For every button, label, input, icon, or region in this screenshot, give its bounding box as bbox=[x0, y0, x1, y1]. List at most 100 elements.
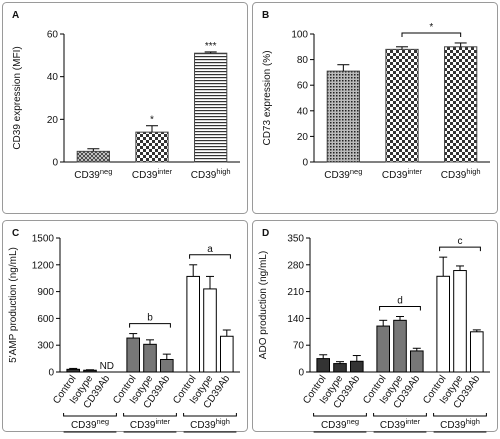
bar bbox=[377, 326, 390, 372]
bar bbox=[317, 359, 330, 372]
bar bbox=[394, 320, 407, 372]
group-label: CD39neg bbox=[321, 417, 359, 431]
panel: B 0 20 40 60 80 100 CD73 expression (%) CD39neg C… bbox=[253, 3, 498, 214]
error-bar bbox=[129, 334, 137, 338]
y-tick-label: 70 bbox=[293, 341, 305, 352]
group-bracket bbox=[434, 413, 487, 416]
y-axis-title: CD39 expression (MFI) bbox=[12, 46, 23, 149]
error-bar bbox=[319, 355, 327, 359]
bar bbox=[77, 151, 109, 162]
bar bbox=[334, 364, 347, 372]
bar bbox=[144, 344, 157, 372]
bar bbox=[386, 49, 418, 162]
y-axis-title: CD73 expression (%) bbox=[262, 50, 273, 145]
bracket-label: * bbox=[429, 22, 433, 33]
y-axis-title: 5'AMP production (ng/mL) bbox=[8, 247, 19, 363]
group-label: CD39inter bbox=[380, 417, 421, 431]
panel-label: D bbox=[262, 228, 269, 239]
bar bbox=[136, 132, 168, 162]
bracket bbox=[402, 33, 461, 37]
bracket-label: a bbox=[207, 244, 213, 255]
error-bar bbox=[456, 266, 464, 271]
y-tick-label: 280 bbox=[287, 260, 304, 271]
y-tick-label: 140 bbox=[287, 314, 304, 325]
bar bbox=[445, 47, 477, 162]
group-bracket bbox=[124, 413, 177, 416]
x-tick-label: CD39high bbox=[441, 167, 481, 181]
bar bbox=[351, 361, 364, 372]
error-bar bbox=[146, 126, 158, 132]
bracket bbox=[380, 306, 421, 310]
bar bbox=[327, 71, 359, 162]
bar bbox=[454, 271, 467, 372]
x-tick-label: CD39neg bbox=[324, 167, 362, 181]
bar bbox=[187, 276, 200, 372]
panel-label: B bbox=[262, 10, 269, 21]
bracket-label: c bbox=[458, 236, 463, 247]
bar bbox=[204, 289, 217, 372]
y-tick-label: 40 bbox=[47, 72, 59, 83]
x-tick-label: CD39neg bbox=[74, 167, 112, 181]
y-tick-label: 1200 bbox=[32, 260, 55, 271]
group-label: CD39inter bbox=[130, 417, 171, 431]
group-bracket bbox=[374, 413, 427, 416]
y-tick-label: 100 bbox=[291, 30, 308, 41]
y-tick-label: 60 bbox=[297, 81, 309, 92]
bar bbox=[161, 359, 174, 372]
y-tick-label: 1500 bbox=[32, 234, 55, 245]
y-tick-label: 0 bbox=[48, 368, 54, 379]
bracket-label: b bbox=[147, 313, 153, 324]
bracket-label: d bbox=[397, 295, 403, 306]
group-label: CD39high bbox=[440, 417, 480, 431]
y-tick-label: 0 bbox=[298, 368, 304, 379]
y-tick-label: 40 bbox=[297, 106, 309, 117]
y-tick-label: 900 bbox=[37, 287, 54, 298]
significance: * bbox=[150, 115, 154, 126]
panel: A 0 20 40 60 CD39 expression (MFI) CD39neg CD39… bbox=[3, 3, 248, 214]
error-bar bbox=[396, 316, 404, 320]
y-axis-title: ADO production (ng/mL) bbox=[258, 251, 269, 359]
group-bracket bbox=[314, 413, 367, 416]
error-bar bbox=[223, 330, 231, 336]
error-bar bbox=[439, 257, 447, 276]
y-tick-label: 20 bbox=[297, 132, 309, 143]
error-bar bbox=[353, 356, 361, 362]
bar bbox=[437, 276, 450, 372]
error-bar bbox=[163, 354, 171, 359]
group-bracket bbox=[184, 413, 237, 416]
x-tick-label: CD39high bbox=[191, 167, 231, 181]
group-label: CD39high bbox=[190, 417, 230, 431]
significance: *** bbox=[205, 41, 217, 52]
bracket bbox=[190, 255, 231, 259]
bar bbox=[471, 332, 484, 372]
panel-label: C bbox=[12, 228, 19, 239]
bracket bbox=[440, 247, 481, 251]
y-tick-label: 210 bbox=[287, 287, 304, 298]
bar bbox=[67, 369, 80, 372]
error-bar bbox=[379, 320, 387, 326]
y-tick-label: 20 bbox=[47, 115, 59, 126]
y-tick-label: 0 bbox=[52, 158, 58, 169]
error-bar bbox=[337, 65, 349, 71]
panel-label: A bbox=[12, 10, 19, 21]
bracket bbox=[130, 324, 171, 328]
error-bar bbox=[146, 340, 154, 344]
error-bar bbox=[455, 43, 467, 47]
x-tick-label: CD39inter bbox=[382, 167, 423, 181]
y-tick-label: 350 bbox=[287, 234, 304, 245]
bar bbox=[195, 53, 227, 162]
bar bbox=[127, 338, 140, 372]
bar bbox=[411, 351, 424, 372]
y-tick-label: 60 bbox=[47, 30, 59, 41]
error-bar bbox=[206, 276, 214, 289]
y-tick-label: 600 bbox=[37, 314, 54, 325]
bar bbox=[221, 336, 234, 372]
x-tick-label: CD39inter bbox=[132, 167, 173, 181]
y-tick-label: 0 bbox=[302, 158, 308, 169]
bar bbox=[84, 370, 97, 372]
error-bar bbox=[189, 265, 197, 277]
value-label: ND bbox=[100, 361, 114, 372]
y-tick-label: 80 bbox=[297, 55, 309, 66]
